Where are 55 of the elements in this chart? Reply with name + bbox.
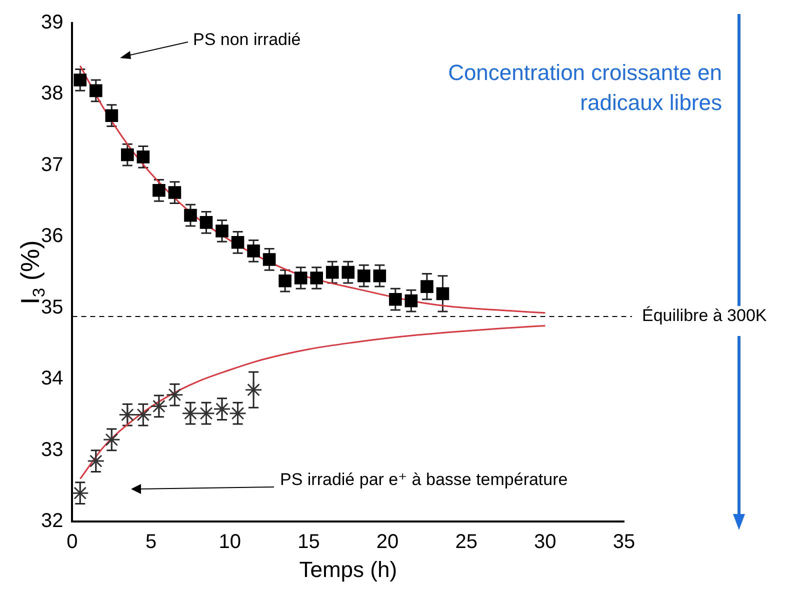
point bbox=[200, 216, 213, 229]
point bbox=[121, 148, 134, 162]
x-tick-label: 0 bbox=[66, 531, 78, 554]
point bbox=[197, 404, 215, 422]
point bbox=[326, 266, 339, 279]
point bbox=[436, 287, 450, 300]
point bbox=[168, 186, 182, 199]
point bbox=[247, 244, 260, 258]
point bbox=[231, 236, 244, 249]
annotation: Concentration croissante en radicaux libres bbox=[447, 59, 722, 117]
x-tick-label: 15 bbox=[298, 531, 320, 554]
point bbox=[72, 484, 89, 502]
point bbox=[278, 274, 292, 288]
x-tick-label: 25 bbox=[455, 531, 478, 554]
point bbox=[262, 253, 276, 266]
point bbox=[134, 406, 152, 424]
x-tick-label: 20 bbox=[376, 531, 399, 554]
point bbox=[87, 452, 105, 470]
x-tick-label: 30 bbox=[534, 531, 556, 554]
point bbox=[389, 292, 402, 306]
point bbox=[118, 406, 136, 424]
point bbox=[342, 266, 355, 279]
x-tick-label: 10 bbox=[218, 531, 242, 554]
x-axis-title: Temps (h) bbox=[299, 556, 398, 582]
point bbox=[152, 184, 166, 197]
point bbox=[404, 294, 418, 308]
point bbox=[184, 208, 197, 222]
y-tick-label: 33 bbox=[40, 438, 64, 461]
point bbox=[420, 280, 434, 293]
point bbox=[216, 224, 228, 238]
point bbox=[105, 109, 118, 122]
y-tick-label: 37 bbox=[40, 154, 64, 176]
y-tick-label: 38 bbox=[40, 82, 64, 105]
point bbox=[373, 269, 386, 282]
point bbox=[89, 84, 102, 98]
point bbox=[136, 150, 150, 164]
annotation: PS non irradié bbox=[193, 30, 301, 50]
point bbox=[357, 269, 370, 282]
point bbox=[182, 404, 200, 422]
point bbox=[166, 386, 184, 404]
point bbox=[150, 397, 168, 415]
point bbox=[229, 404, 247, 422]
x-tick-label: 35 bbox=[612, 531, 636, 554]
point bbox=[74, 74, 87, 86]
point bbox=[310, 272, 323, 284]
point bbox=[294, 272, 308, 284]
y-tick-label: 39 bbox=[40, 12, 64, 34]
y-tick-label: 32 bbox=[40, 510, 64, 532]
y-tick-label: 34 bbox=[40, 368, 64, 390]
point bbox=[213, 400, 231, 418]
annotation: PS irradié par e⁺ à basse température bbox=[280, 470, 568, 490]
point bbox=[102, 430, 120, 448]
point bbox=[244, 381, 262, 399]
x-tick-label: 5 bbox=[146, 531, 157, 554]
ref-line-label: Équilibre à 300K bbox=[642, 306, 768, 326]
